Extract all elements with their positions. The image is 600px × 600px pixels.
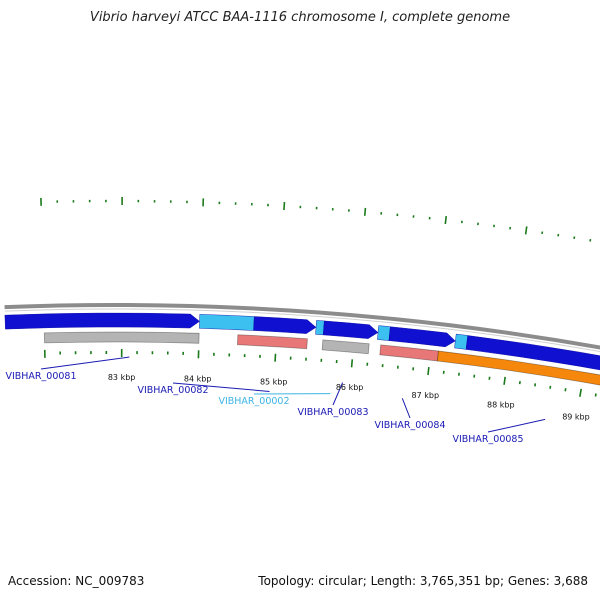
scale-major-tick [579, 388, 582, 397]
map-title: Vibrio harveyi ATCC BAA-1116 chromosome … [89, 10, 511, 25]
cds-segment-blue [388, 326, 456, 348]
gene-label-VIBHAR_00083: VIBHAR_00083 [297, 407, 368, 418]
gene-label-VIBHAR_00085: VIBHAR_00085 [452, 434, 523, 445]
scale-label-87: 87 kbp [412, 391, 440, 400]
accession-value: NC_009783 [75, 574, 145, 588]
cds-segment-blue [253, 316, 317, 334]
outer-track-tick [363, 207, 367, 216]
accession-label: Accession: [8, 574, 72, 588]
length-value: 3,765,351 bp [419, 574, 500, 588]
gene-label-VIBHAR_00082: VIBHAR_00082 [137, 385, 208, 396]
scale-label-86: 86 kbp [336, 383, 364, 392]
gene-feature-VIBHAR_00085 [436, 350, 600, 386]
cds-track [4, 312, 600, 371]
cds-segment-light-blue [454, 333, 469, 350]
topology-label: Topology: [258, 574, 315, 588]
backbone-outer [4, 303, 600, 350]
scale-label-88: 88 kbp [487, 401, 515, 410]
gene-feature-VIBHAR_00082 [236, 334, 308, 350]
scale-major-tick [350, 359, 354, 368]
length-label: Length: [370, 574, 417, 588]
leader-line-VIBHAR_00085 [487, 418, 546, 433]
scale-major-tick [503, 376, 506, 385]
gene-label-VIBHAR_00081: VIBHAR_00081 [5, 371, 76, 382]
genes-value: 3,688 [553, 574, 588, 588]
cds-segment-blue [465, 335, 600, 371]
gene-label-VIBHAR_00002: VIBHAR_00002 [218, 396, 289, 407]
scale-label-89: 89 kbp [562, 412, 590, 421]
genes-label: Genes: [507, 574, 550, 588]
scale-labels: 83 kbp 84 kbp 85 kbp 86 kbp 87 kbp 88 kbp 89 k… [108, 373, 590, 421]
scale-label-85: 85 kbp [260, 378, 288, 387]
outer-track-tick [524, 226, 528, 235]
tick-layer [40, 197, 597, 397]
topology-value: circular [318, 574, 363, 588]
accession-info: Accession: NC_009783 [8, 574, 144, 588]
gene-feature-VIBHAR_00081 [43, 331, 200, 344]
leader-line-VIBHAR_00083 [332, 382, 344, 406]
gene-track [43, 331, 600, 386]
backbone-inner [4, 308, 600, 353]
backbone-layer [4, 303, 600, 353]
scale-label-84: 84 kbp [184, 374, 212, 383]
genome-summary: Topology: circular; Length: 3,765,351 bp… [258, 574, 588, 588]
gene-feature-VIBHAR_00083 [321, 339, 370, 355]
leader-line-VIBHAR_00084 [401, 398, 411, 419]
leader-lines [40, 356, 546, 433]
cds-segment-blue [4, 312, 200, 330]
leader-line-VIBHAR_00081 [40, 356, 130, 370]
cds-segment-light-blue [377, 325, 391, 341]
leader-line-VIBHAR_00082 [172, 382, 270, 392]
cds-segment-light-blue [199, 314, 255, 331]
gene-feature-VIBHAR_00084 [379, 344, 439, 362]
scale-label-83: 83 kbp [108, 373, 136, 382]
cds-segment-light-blue [315, 320, 325, 336]
scale-minor-tick [594, 393, 597, 397]
cds-segment-blue [323, 320, 379, 339]
gene-labels: VIBHAR_00081 VIBHAR_00082 VIBHAR_00002 VIBH… [5, 371, 523, 445]
gene-label-VIBHAR_00084: VIBHAR_00084 [374, 420, 445, 431]
outer-track-tick [444, 215, 448, 225]
scale-major-tick [427, 366, 430, 376]
